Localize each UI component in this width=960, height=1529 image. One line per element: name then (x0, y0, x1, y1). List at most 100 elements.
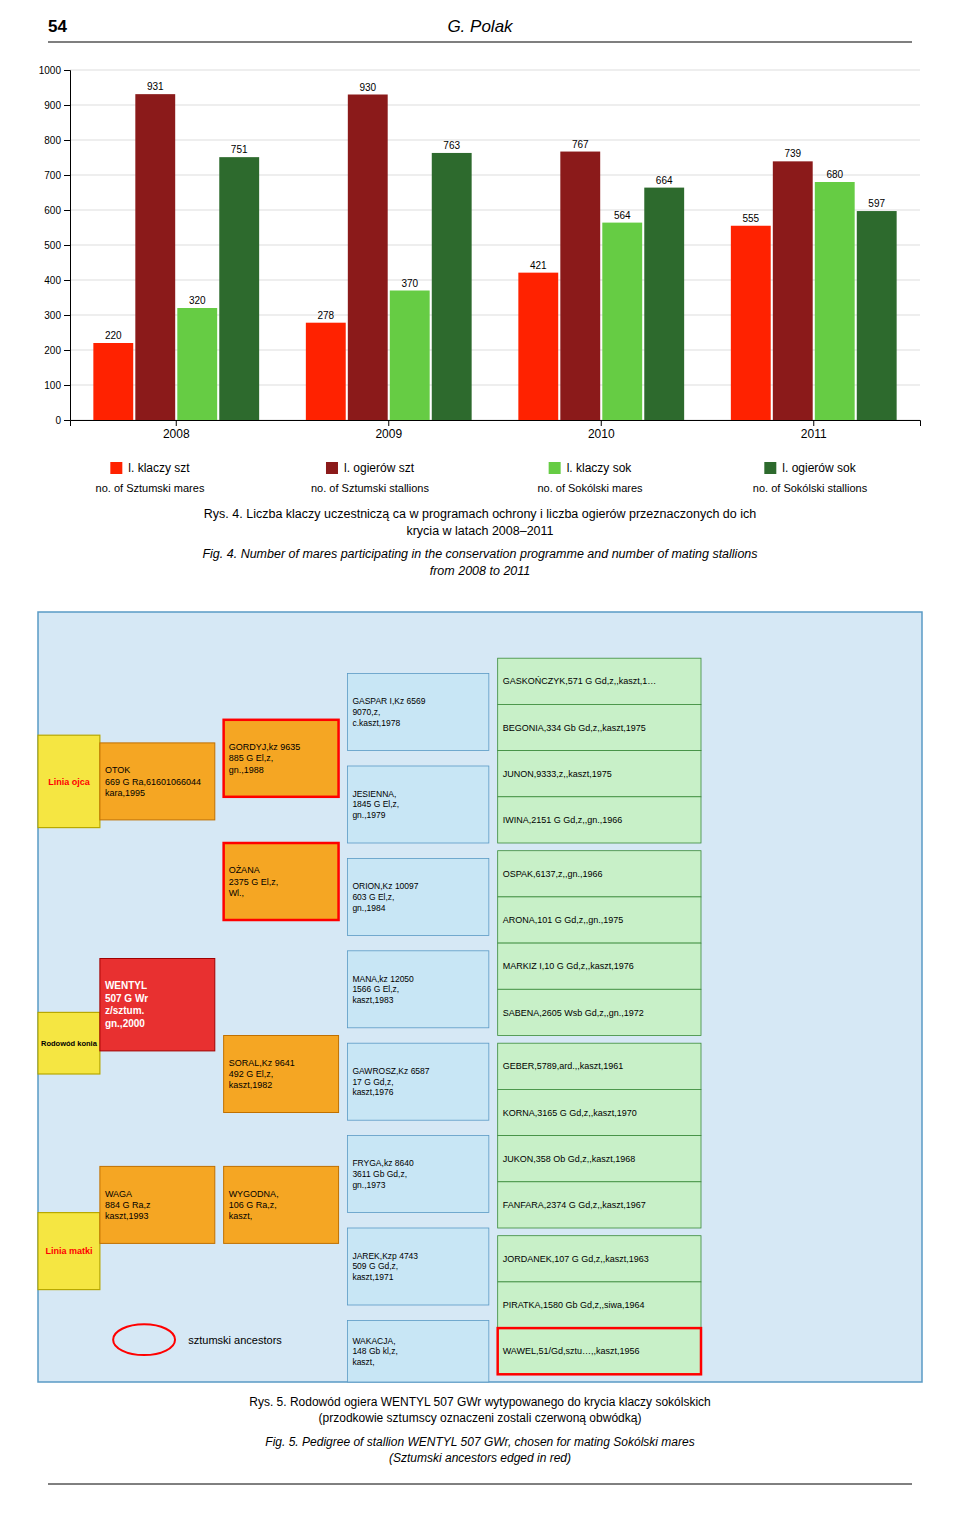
tick: 700 (44, 170, 70, 181)
pedigree-box (498, 1328, 701, 1374)
pedigree-label: GORDYJ,kz 9635885 G El,z,gn.,1988 (229, 742, 301, 775)
pedigree-label: JORDANEK,107 G Gd,z,,kaszt,1963 (503, 1254, 649, 1264)
tick: 300 (44, 310, 70, 321)
pedigree-box (347, 1320, 488, 1382)
legend-swatch (326, 462, 338, 474)
tick-mark (64, 210, 70, 211)
x-axis: 2008200920102011 (71, 420, 921, 441)
tick: 2010 (588, 420, 615, 441)
bar (602, 223, 642, 420)
data-label: 751 (231, 144, 248, 155)
tick-mark (64, 245, 70, 246)
bar (815, 182, 855, 420)
tick: 100 (44, 380, 70, 391)
bar (306, 323, 346, 420)
tick-label: 2009 (375, 427, 402, 441)
footer-rule (48, 1484, 912, 1485)
legend-sublabel: no. of Sztumski stallions (311, 482, 429, 494)
title: Rys. 4. Liczba klaczy uczestniczą ca w p… (204, 507, 756, 538)
sztumski-marker (113, 1324, 175, 1355)
pedigree-box (347, 858, 488, 935)
tick-label: 2010 (588, 427, 615, 441)
bar (560, 152, 600, 420)
pedigree-box (100, 743, 215, 820)
pedigree-label: ORION,Kz 10097603 G El,z,gn.,1984 (352, 881, 418, 912)
tick-mark (64, 385, 70, 386)
pedigree-label: Rodowód konia (41, 1039, 98, 1048)
legend-label: l. ogierów szt (344, 461, 415, 475)
pedigree-label: KORNA,3165 G Gd,z,,kaszt,1970 (503, 1108, 637, 1118)
pedigree-box (347, 1043, 488, 1120)
tick: 2009 (375, 420, 402, 441)
grid-line (70, 140, 920, 141)
tick: 400 (44, 275, 70, 286)
page-number: 54 (48, 17, 67, 36)
tick: 900 (44, 100, 70, 111)
pedigree: Linia ojcaRodowód koniaLinia matkiOTOK66… (38, 612, 922, 1382)
tick: 800 (44, 135, 70, 146)
tick-label: 0 (55, 415, 61, 426)
legend-swatch (764, 462, 776, 474)
tick: 600 (44, 205, 70, 216)
tick-mark (64, 140, 70, 141)
pedigree-label: SORAL,Kz 9641492 G El,z,kaszt,1982 (229, 1058, 295, 1091)
tick-label: 800 (44, 135, 61, 146)
bar (731, 226, 771, 420)
pedigree-label: WAWEL,51/Gd,sztu…,,kaszt,1956 (503, 1346, 640, 1356)
sztumski-label: sztumski ancestors (188, 1334, 282, 1346)
pedigree-box (498, 1182, 701, 1228)
legend-sublabel: no. of Sokólski stallions (753, 482, 868, 494)
pedigree-box (498, 989, 701, 1035)
tick-label: 700 (44, 170, 61, 181)
tick-label: 100 (44, 380, 61, 391)
y-axis: 01002003004005006007008009001000 (39, 65, 71, 426)
tick-mark (64, 350, 70, 351)
tick-mark (813, 420, 814, 426)
pedigree-label: WAGA884 G Ra,zkaszt,1993 (105, 1189, 151, 1222)
pedigree-label: MARKIZ I,10 G Gd,z,,kaszt,1976 (503, 961, 634, 971)
pedigree-label: FANFARA,2374 G Gd,z,,kaszt,1967 (503, 1200, 646, 1210)
data-label: 564 (614, 210, 631, 221)
pedigree-box (498, 1236, 701, 1282)
grid-line (70, 105, 920, 106)
pedigree-label: FRYGA,kz 86403611 Gb Gd,z,gn.,1973 (352, 1158, 414, 1189)
tick-mark (64, 105, 70, 106)
bar (135, 94, 175, 420)
data-label: 220 (105, 330, 122, 341)
tick-label: 400 (44, 275, 61, 286)
data-label: 421 (530, 260, 547, 271)
pedigree-box (224, 720, 339, 797)
pedigree-label: OŻANA2375 G El,z,Wl., (229, 865, 279, 898)
tick-label: 200 (44, 345, 61, 356)
legend-item: l. klaczy szt (110, 461, 190, 475)
data-label: 930 (359, 82, 376, 93)
legend-label: l. klaczy sok (567, 461, 633, 475)
legend-label: l. klaczy szt (128, 461, 190, 475)
data-label: 739 (784, 148, 801, 159)
legend-item: l. ogierów sok (764, 461, 856, 475)
tick-label: 2011 (801, 427, 827, 441)
pedigree-label: PIRATKA,1580 Gb Gd,z,,siwa,1964 (503, 1300, 645, 1310)
data-label: 278 (317, 310, 334, 321)
tick: 200 (44, 345, 70, 356)
pedigree-label: WAKACJA,148 Gb kl,z,kaszt, (352, 1336, 397, 1367)
grid (70, 70, 920, 420)
pedigree-label: WENTYL507 G Wrz/sztum.gn.,2000 (105, 980, 148, 1028)
data-label: 555 (742, 213, 759, 224)
bar (219, 157, 259, 420)
pedigree-label: GEBER,5789,ard.,,kaszt,1961 (503, 1061, 624, 1071)
bar (348, 95, 388, 421)
header-rule (48, 41, 912, 42)
legend-item: l. ogierów szt (326, 461, 415, 475)
subtitle: Fig. 4. Number of mares participating in… (202, 547, 757, 578)
pedigree-label: Linia ojca (48, 777, 91, 787)
pedigree-box (38, 735, 100, 827)
bar (93, 343, 133, 420)
grid-line (70, 70, 920, 71)
tick-label: 500 (44, 240, 61, 251)
pedigree-box (498, 943, 701, 989)
tick-mark (601, 420, 602, 426)
tick-mark (176, 420, 177, 426)
pedigree-label: OSPAK,6137,z,,gn.,1966 (503, 869, 603, 879)
legend: l. klaczy sztno. of Sztumski maresl. ogi… (96, 461, 868, 494)
